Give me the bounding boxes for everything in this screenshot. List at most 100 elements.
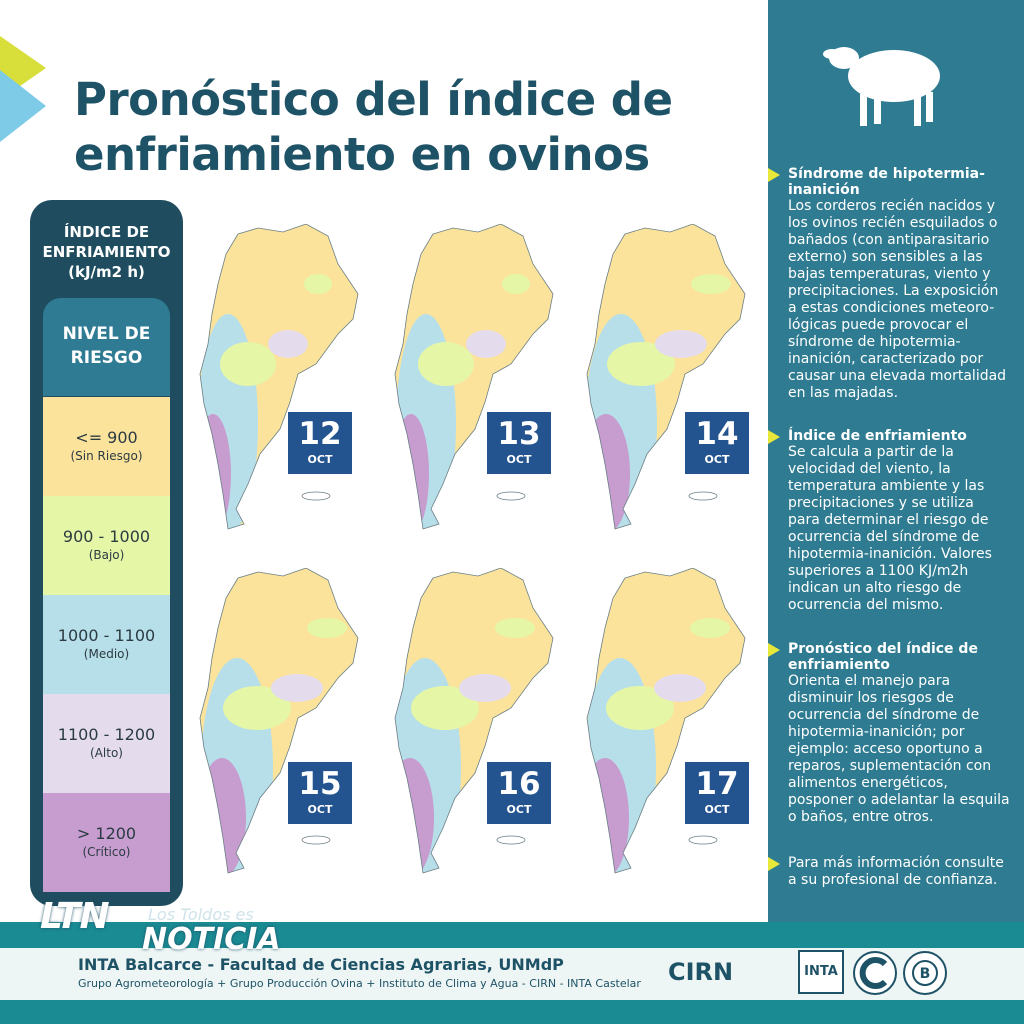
bullet-triangle-icon bbox=[768, 168, 780, 182]
risk-zone bbox=[690, 618, 730, 638]
page-title: Pronóstico del índice de enfriamiento en… bbox=[74, 73, 673, 181]
svg-text:B: B bbox=[920, 966, 931, 982]
date-day: 12 bbox=[298, 416, 342, 452]
date-month: OCT bbox=[704, 803, 730, 816]
date-day: 16 bbox=[497, 766, 541, 802]
info-heading: Síndrome de hipotermia-inanición bbox=[788, 166, 985, 198]
risk-zone bbox=[395, 758, 434, 873]
risk-zone bbox=[691, 274, 731, 294]
info-body: Los corderos recién nacidos y los ovinos… bbox=[788, 198, 1007, 401]
legend-header-line: ÍNDICE DE bbox=[63, 223, 150, 241]
risk-zone bbox=[587, 414, 630, 529]
risk-zone bbox=[606, 686, 674, 730]
institution-groups: Grupo Agrometeorología + Grupo Producció… bbox=[78, 977, 641, 990]
legend-band-category: (Sin Riesgo) bbox=[70, 449, 143, 463]
forecast-map bbox=[586, 224, 746, 530]
date-day: 14 bbox=[695, 416, 739, 452]
watermark-noticia: NOTICIA bbox=[142, 922, 281, 957]
decor-triangle-blue bbox=[0, 70, 46, 142]
info-block: Síndrome de hipotermia-inanición Los cord… bbox=[768, 166, 1024, 402]
legend-band: > 1200 (Crítico) bbox=[43, 793, 170, 892]
date-badge: 14 OCT bbox=[685, 412, 749, 474]
legend-band-value: 1000 - 1100 bbox=[57, 626, 156, 645]
legend-header-line: (kJ/m2 h) bbox=[68, 263, 145, 281]
risk-zone bbox=[200, 758, 246, 873]
risk-zone bbox=[268, 330, 308, 358]
date-badge: 17 OCT bbox=[685, 762, 749, 824]
info-block: Para más información consulte a su profe… bbox=[768, 855, 1010, 889]
footer-bottom-band bbox=[0, 1000, 1024, 1024]
risk-level-card bbox=[43, 298, 170, 396]
date-day: 13 bbox=[497, 416, 541, 452]
info-panel bbox=[768, 0, 1024, 922]
risk-level-title-line: NIVEL DE bbox=[62, 324, 151, 344]
date-day: 17 bbox=[695, 766, 739, 802]
date-month: OCT bbox=[704, 453, 730, 466]
faculty-seal-logo: B bbox=[903, 951, 947, 995]
watermark-los-toldos: Los Toldos es bbox=[148, 905, 254, 924]
risk-zone bbox=[304, 274, 332, 294]
cirn-logo: CIRN bbox=[668, 958, 734, 986]
date-month: OCT bbox=[307, 453, 333, 466]
risk-zone bbox=[223, 686, 291, 730]
risk-zone bbox=[395, 414, 429, 529]
risk-zone bbox=[271, 674, 323, 702]
info-block: Pronóstico del índice de enfriamiento Ori… bbox=[768, 641, 1024, 826]
bullet-triangle-icon bbox=[768, 643, 780, 657]
date-badge: 15 OCT bbox=[288, 762, 352, 824]
risk-zone bbox=[459, 674, 511, 702]
risk-zone bbox=[495, 618, 535, 638]
forecast-map bbox=[199, 568, 359, 874]
legend-band-value: > 1200 bbox=[76, 824, 137, 843]
date-month: OCT bbox=[506, 453, 532, 466]
date-badge: 12 OCT bbox=[288, 412, 352, 474]
legend-band-category: (Bajo) bbox=[88, 548, 125, 562]
info-heading: Pronóstico del índice de enfriamiento bbox=[788, 641, 978, 673]
legend-band-value: 900 - 1000 bbox=[62, 527, 151, 546]
sheep-icon bbox=[823, 47, 940, 126]
risk-level-title: NIVEL DE RIESGO bbox=[43, 322, 170, 370]
legend-band-category: (Crítico) bbox=[82, 845, 131, 859]
unmdp-logo bbox=[853, 951, 897, 995]
info-heading: Índice de enfriamiento bbox=[788, 428, 967, 444]
legend-header: ÍNDICE DE ENFRIAMIENTO (kJ/m2 h) bbox=[30, 222, 183, 282]
risk-zone bbox=[307, 618, 347, 638]
bullet-triangle-icon bbox=[768, 857, 780, 871]
risk-zone bbox=[418, 342, 474, 386]
risk-zone bbox=[607, 342, 675, 386]
date-month: OCT bbox=[506, 803, 532, 816]
date-day: 15 bbox=[298, 766, 342, 802]
risk-zone bbox=[502, 274, 530, 294]
legend-band-value: <= 900 bbox=[75, 428, 138, 447]
legend-band: 1100 - 1200 (Alto) bbox=[43, 694, 170, 793]
legend-band: 900 - 1000 (Bajo) bbox=[43, 496, 170, 595]
legend-header-line: ENFRIAMIENTO bbox=[42, 243, 171, 261]
watermark-ltn: LTN bbox=[40, 896, 110, 937]
risk-zone bbox=[654, 674, 706, 702]
info-body: Para más información consulte a su profe… bbox=[788, 855, 1004, 888]
date-badge: 13 OCT bbox=[487, 412, 551, 474]
risk-zone bbox=[587, 758, 629, 873]
legend-band-value: 1100 - 1200 bbox=[57, 725, 156, 744]
institution-name: INTA Balcarce - Facultad de Ciencias Agr… bbox=[78, 955, 564, 974]
risk-zone bbox=[466, 330, 506, 358]
info-body: Orienta el manejo para disminuir los rie… bbox=[788, 673, 1010, 825]
inta-logo: INTA bbox=[798, 950, 844, 994]
bullet-triangle-icon bbox=[768, 430, 780, 444]
info-block: Índice de enfriamiento Se calcula a parti… bbox=[768, 428, 1010, 614]
legend-band-category: (Medio) bbox=[83, 647, 130, 661]
risk-zone bbox=[200, 414, 231, 529]
legend-band: 1000 - 1100 (Medio) bbox=[43, 595, 170, 694]
risk-zone bbox=[655, 330, 707, 358]
date-badge: 16 OCT bbox=[487, 762, 551, 824]
date-month: OCT bbox=[307, 803, 333, 816]
info-body: Se calcula a partir de la velocidad del … bbox=[788, 444, 992, 613]
risk-zone bbox=[411, 686, 479, 730]
risk-zone bbox=[220, 342, 276, 386]
risk-level-title-line: RIESGO bbox=[70, 348, 143, 368]
legend-band: <= 900 (Sin Riesgo) bbox=[43, 397, 170, 496]
forecast-map bbox=[199, 224, 359, 530]
forecast-map bbox=[586, 568, 746, 874]
forecast-map bbox=[394, 568, 554, 874]
legend-band-category: (Alto) bbox=[90, 746, 123, 760]
